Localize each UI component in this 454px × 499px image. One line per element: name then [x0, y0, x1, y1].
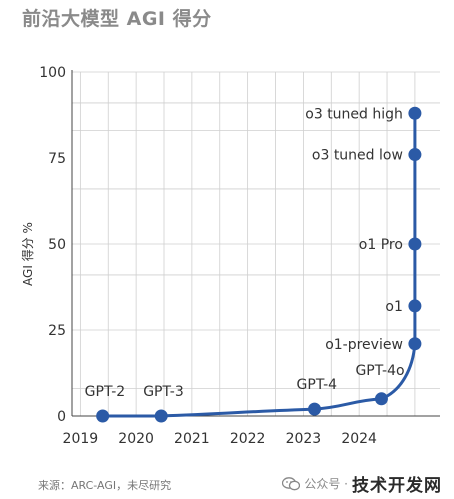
source-note: 来源：ARC-AGI，未尽研究: [38, 479, 172, 492]
data-label: o1-preview: [325, 337, 403, 353]
data-point: [408, 237, 422, 251]
watermark-prefix: 公众号 ·: [304, 477, 348, 491]
data-point: [374, 392, 388, 406]
data-point: [408, 299, 422, 313]
y-tick-label: 100: [39, 65, 66, 81]
y-tick-label: 50: [48, 237, 66, 253]
y-axis-label: AGI 得分 %: [20, 222, 35, 286]
data-point: [408, 337, 422, 351]
data-label: GPT-3: [143, 384, 184, 400]
x-tick-label: 2023: [286, 431, 322, 447]
x-tick-label: 2019: [63, 431, 99, 447]
data-point: [308, 402, 322, 416]
series-line: [101, 111, 417, 418]
data-label: o3 tuned low: [312, 148, 403, 164]
y-tick-label: 0: [57, 409, 66, 425]
x-tick-label: 2022: [230, 431, 266, 447]
chart-title: 前沿大模型 AGI 得分: [22, 8, 212, 30]
watermark: 公众号 · 技术开发网: [282, 471, 442, 496]
data-label: o3 tuned high: [305, 106, 403, 122]
data-label: GPT-4o: [355, 363, 404, 379]
y-tick-label: 25: [48, 323, 66, 339]
data-label: o1: [385, 299, 402, 315]
x-tick-label: 2020: [118, 431, 154, 447]
data-point: [154, 409, 168, 423]
data-label: GPT-2: [85, 384, 126, 400]
data-point: [408, 148, 422, 162]
label-layer: GPT-2 GPT-3 GPT-4 GPT-4o o1-preview o1 o1 Pro o…: [85, 106, 405, 400]
y-tick-label: 75: [48, 151, 66, 167]
line-layer: [101, 111, 417, 418]
point-layer: [96, 106, 422, 423]
x-tick-label: 2024: [341, 431, 377, 447]
data-point: [96, 409, 110, 423]
data-label: o1 Pro: [359, 237, 403, 253]
axis-layer: 0 25 50 75 100 2019 2020 2021 2022 2023 2024 AGI 得分…: [20, 65, 440, 447]
watermark-brand: 技术开发网: [352, 476, 442, 496]
x-tick-label: 2021: [174, 431, 210, 447]
data-point: [408, 106, 422, 120]
data-label: GPT-4: [297, 377, 338, 393]
wechat-icon: [282, 476, 301, 490]
